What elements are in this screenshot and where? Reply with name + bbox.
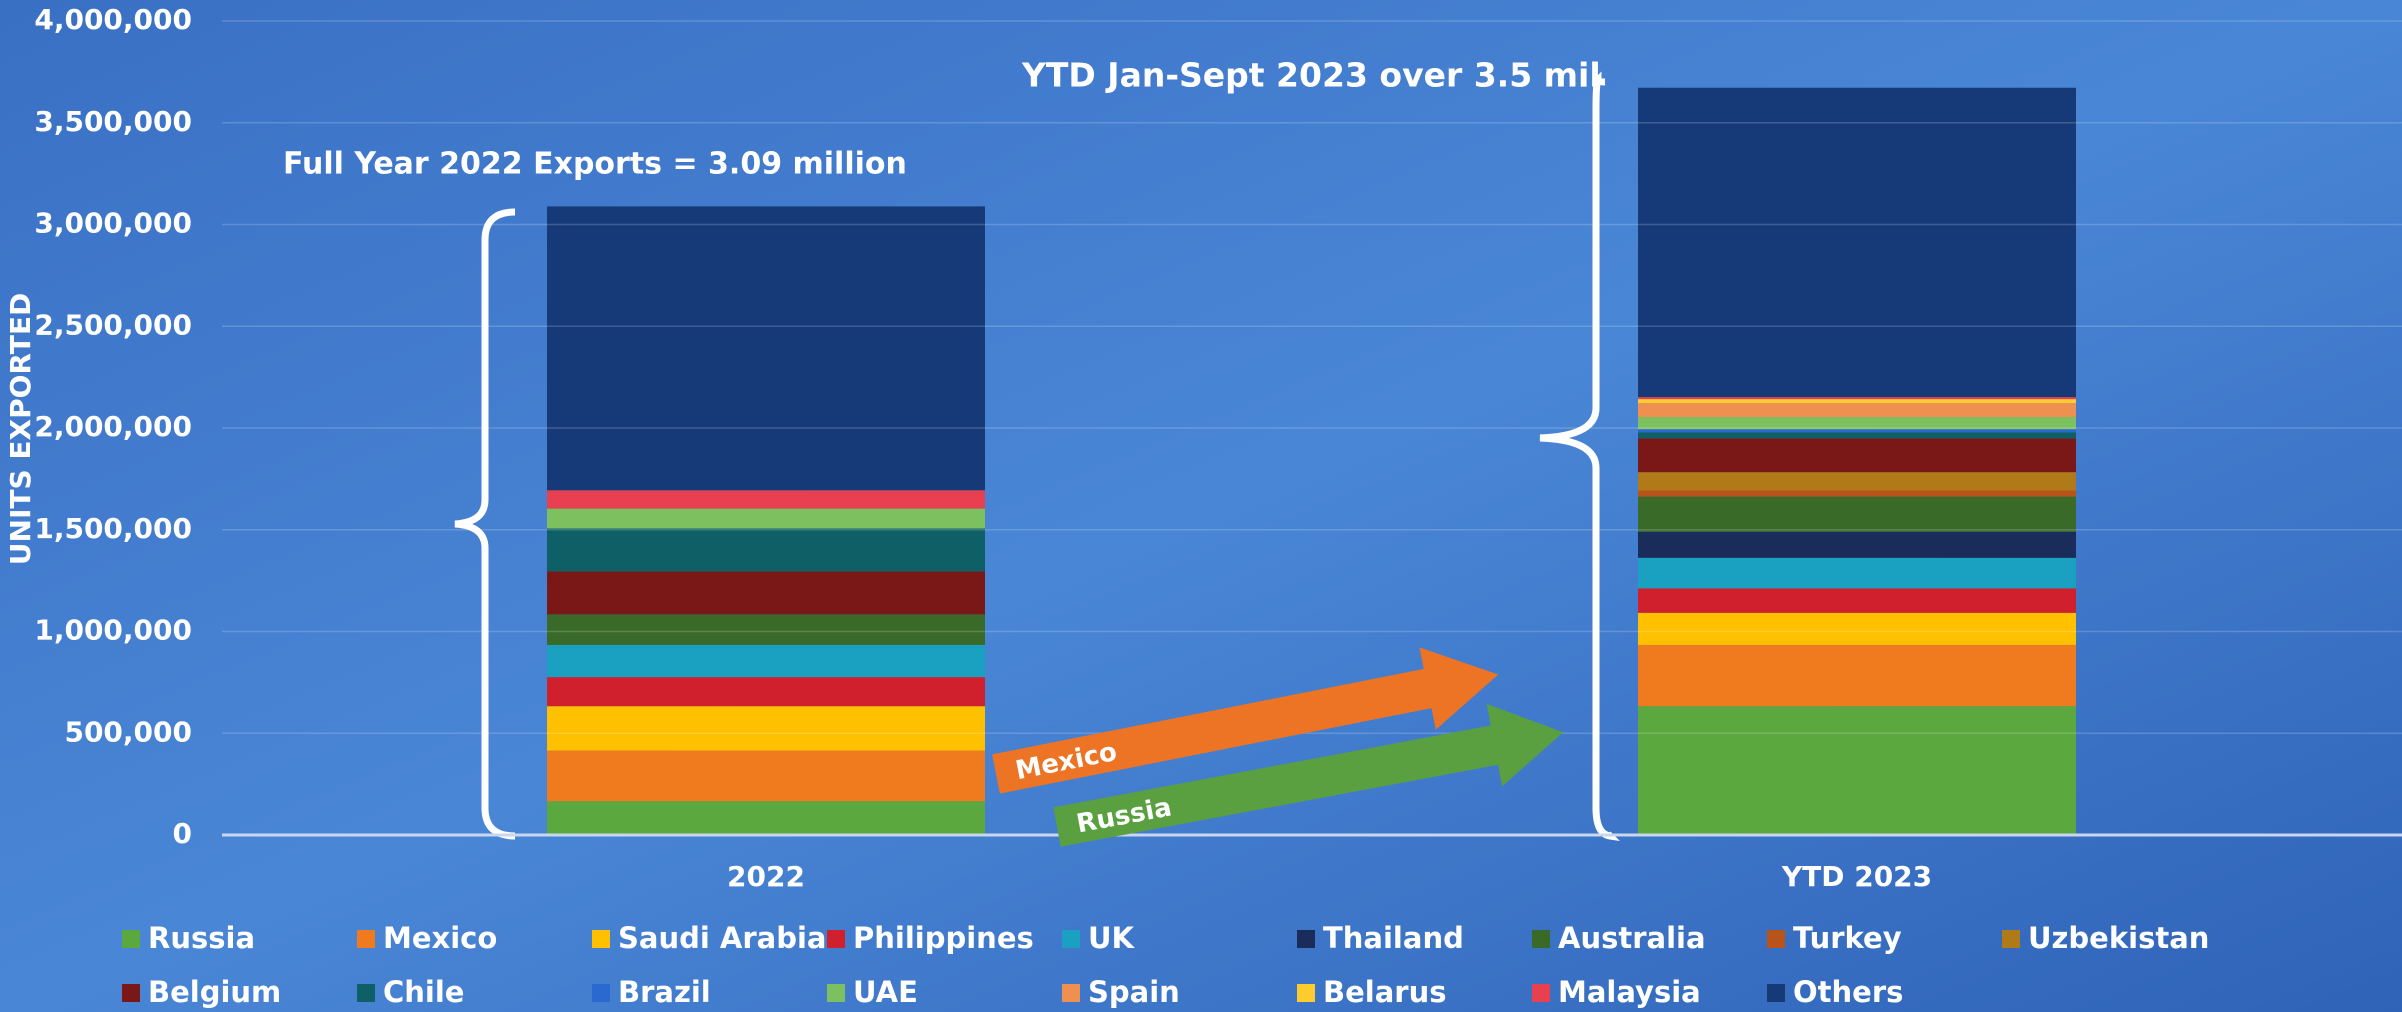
legend-swatch	[1062, 984, 1080, 1002]
y-tick-label: 2,500,000	[34, 308, 192, 341]
bar-segment	[1638, 432, 2076, 439]
legend-label: UK	[1088, 921, 1136, 955]
legend-label: Thailand	[1323, 921, 1464, 955]
bar-segment	[547, 750, 985, 802]
bar-segment	[1638, 490, 2076, 497]
legend-swatch	[827, 984, 845, 1002]
x-tick-label: YTD 2023	[1781, 860, 1932, 893]
y-tick-label: 0	[173, 817, 192, 850]
bar-segment	[547, 677, 985, 707]
legend-swatch	[827, 930, 845, 948]
brace	[1539, 71, 1620, 841]
legend-label: Belgium	[148, 975, 281, 1009]
legend-swatch	[357, 984, 375, 1002]
legend-swatch	[1297, 930, 1315, 948]
bar-segment	[1638, 397, 2076, 400]
bar-segment	[1638, 706, 2076, 835]
annotation: YTD Jan-Sept 2023 over 3.5 mil	[1021, 56, 1601, 95]
legend-swatch	[2002, 930, 2020, 948]
legend-swatch	[122, 984, 140, 1002]
bar-segment	[1638, 472, 2076, 491]
legend-swatch	[1532, 930, 1550, 948]
legend-swatch	[1532, 984, 1550, 1002]
bar-segment	[1638, 612, 2076, 645]
legend-label: Brazil	[618, 975, 711, 1009]
y-tick-label: 1,500,000	[34, 512, 192, 545]
legend-swatch	[122, 930, 140, 948]
bar-segment	[1638, 644, 2076, 707]
bar-segment	[547, 614, 985, 645]
y-axis-label: UNITS EXPORTED	[4, 293, 37, 565]
bar-segment	[547, 206, 985, 491]
bar-segment	[547, 528, 985, 572]
legend-label: Australia	[1558, 921, 1706, 955]
y-tick-label: 2,000,000	[34, 410, 192, 443]
legend-swatch	[1297, 984, 1315, 1002]
legend-label: Malaysia	[1558, 975, 1701, 1009]
legend-swatch	[357, 930, 375, 948]
legend-label: Saudi Arabia	[618, 921, 826, 955]
bar-segment	[547, 644, 985, 678]
bar-segment	[547, 571, 985, 615]
bar-segment	[1638, 557, 2076, 589]
legend-swatch	[1767, 930, 1785, 948]
legend-label: Chile	[383, 975, 464, 1009]
bar-segment	[1638, 438, 2076, 473]
y-tick-label: 3,000,000	[34, 207, 192, 240]
legend-label: Belarus	[1323, 975, 1447, 1009]
legend-swatch	[592, 984, 610, 1002]
legend-label: Mexico	[383, 921, 497, 955]
bar-segment	[1638, 417, 2076, 430]
y-tick-label: 1,000,000	[34, 614, 192, 647]
y-tick-label: 3,500,000	[34, 105, 192, 138]
y-tick-label: 500,000	[64, 715, 192, 748]
bar-segment	[1638, 531, 2076, 558]
legend-label: Spain	[1088, 975, 1180, 1009]
legend-label: Philippines	[853, 921, 1034, 955]
legend-label: UAE	[853, 975, 918, 1009]
bar-segment	[1638, 399, 2076, 404]
bar-segment	[547, 801, 985, 835]
brace	[454, 208, 516, 840]
legend-swatch	[1062, 930, 1080, 948]
bar-segment	[1638, 87, 2076, 398]
bar-segment	[1638, 588, 2076, 613]
legend-swatch	[592, 930, 610, 948]
y-tick-label: 4,000,000	[34, 3, 192, 36]
legend-label: Turkey	[1793, 921, 1902, 955]
bar-segment	[1638, 403, 2076, 418]
bar-segment	[547, 706, 985, 751]
bar-segment	[547, 508, 985, 529]
legend-label: Others	[1793, 975, 1903, 1009]
bar-segment	[1638, 429, 2076, 433]
legend-label: Russia	[148, 921, 255, 955]
legend-label: Uzbekistan	[2028, 921, 2209, 955]
annotation: Full Year 2022 Exports = 3.09 million	[283, 147, 907, 182]
bar-segment	[547, 490, 985, 509]
legend-swatch	[1767, 984, 1785, 1002]
bar-segment	[1638, 496, 2076, 532]
x-tick-label: 2022	[727, 860, 805, 893]
